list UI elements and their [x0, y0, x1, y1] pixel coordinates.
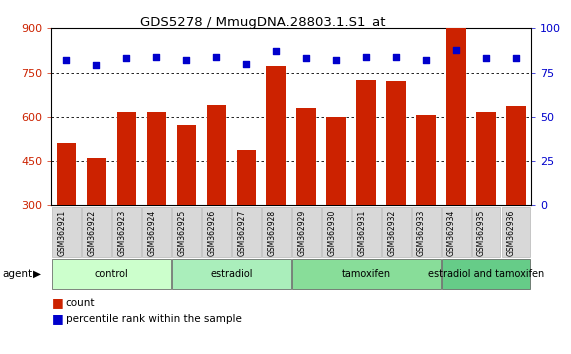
Point — [301, 56, 311, 61]
Point — [392, 54, 401, 59]
Bar — [116, 113, 136, 205]
Text: ■: ■ — [51, 296, 63, 309]
Bar — [506, 107, 526, 205]
Bar — [207, 105, 226, 205]
Point — [452, 47, 461, 52]
Text: ■: ■ — [51, 312, 63, 325]
Text: GSM362927: GSM362927 — [237, 210, 246, 256]
Point — [361, 54, 371, 59]
Point — [421, 57, 431, 63]
Bar — [267, 66, 286, 205]
Text: GSM362923: GSM362923 — [117, 210, 126, 256]
Text: ▶: ▶ — [33, 269, 41, 279]
Text: GSM362935: GSM362935 — [477, 210, 486, 256]
Bar — [87, 158, 106, 205]
Point — [242, 61, 251, 67]
Point — [512, 56, 521, 61]
Text: GSM362933: GSM362933 — [417, 210, 426, 256]
Text: estradiol: estradiol — [210, 269, 252, 279]
Text: GSM362932: GSM362932 — [387, 210, 396, 256]
Text: GSM362924: GSM362924 — [147, 210, 156, 256]
Point — [332, 57, 341, 63]
Text: agent: agent — [3, 269, 33, 279]
Text: GDS5278 / MmugDNA.28803.1.S1_at: GDS5278 / MmugDNA.28803.1.S1_at — [140, 16, 385, 29]
Bar — [447, 27, 466, 205]
Bar — [236, 150, 256, 205]
Bar — [476, 113, 496, 205]
Point — [272, 48, 281, 54]
Text: estradiol and tamoxifen: estradiol and tamoxifen — [428, 269, 544, 279]
Text: GSM362928: GSM362928 — [267, 210, 276, 256]
Point — [182, 57, 191, 63]
Text: GSM362925: GSM362925 — [177, 210, 186, 256]
Point — [152, 54, 161, 59]
Point — [481, 56, 490, 61]
Bar — [296, 108, 316, 205]
Point — [92, 63, 101, 68]
Bar — [57, 143, 76, 205]
Bar — [387, 81, 406, 205]
Text: control: control — [94, 269, 128, 279]
Text: GSM362936: GSM362936 — [507, 210, 516, 256]
Text: GSM362930: GSM362930 — [327, 210, 336, 256]
Text: tamoxifen: tamoxifen — [341, 269, 391, 279]
Text: GSM362934: GSM362934 — [447, 210, 456, 256]
Text: GSM362929: GSM362929 — [297, 210, 306, 256]
Bar — [147, 113, 166, 205]
Point — [62, 57, 71, 63]
Text: GSM362921: GSM362921 — [57, 210, 66, 256]
Text: percentile rank within the sample: percentile rank within the sample — [66, 314, 242, 324]
Bar — [416, 115, 436, 205]
Point — [212, 54, 221, 59]
Text: count: count — [66, 298, 95, 308]
Bar — [327, 117, 346, 205]
Text: GSM362922: GSM362922 — [87, 210, 96, 256]
Bar — [356, 80, 376, 205]
Bar — [176, 125, 196, 205]
Text: GSM362931: GSM362931 — [357, 210, 366, 256]
Point — [122, 56, 131, 61]
Text: GSM362926: GSM362926 — [207, 210, 216, 256]
